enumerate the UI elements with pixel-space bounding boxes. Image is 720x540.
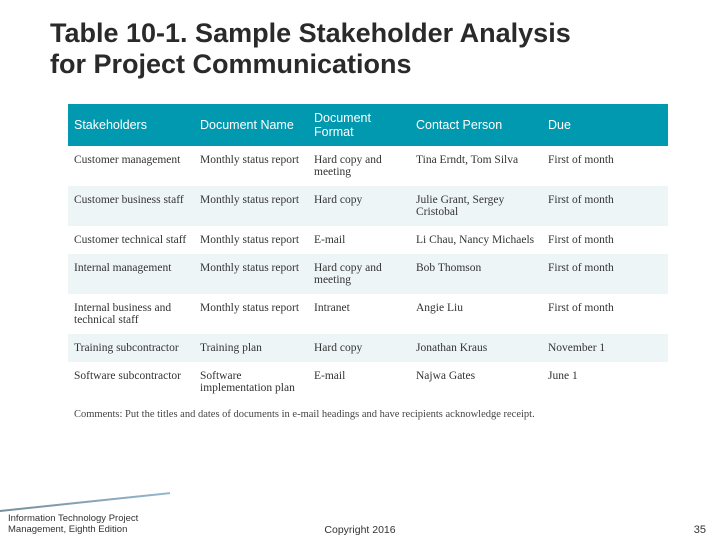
table-row: Customer managementMonthly status report… <box>68 146 668 186</box>
table-cell: Angie Liu <box>410 294 542 334</box>
footer-left-line-1: Information Technology Project <box>8 513 138 524</box>
table-cell: Training subcontractor <box>68 334 194 362</box>
col-due: Due <box>542 104 668 146</box>
footer-page-number: 35 <box>694 524 706 536</box>
col-stakeholders: Stakeholders <box>68 104 194 146</box>
stakeholder-table-wrap: Stakeholders Document Name Document Form… <box>68 104 668 428</box>
table-cell: Julie Grant, Sergey Cristobal <box>410 186 542 226</box>
table-cell: E-mail <box>308 226 410 254</box>
table-cell: Monthly status report <box>194 294 308 334</box>
table-row: Software subcontractorSoftware implement… <box>68 362 668 402</box>
table-cell: Hard copy <box>308 334 410 362</box>
table-cell: Monthly status report <box>194 226 308 254</box>
table-row: Training subcontractorTraining planHard … <box>68 334 668 362</box>
table-cell: Monthly status report <box>194 146 308 186</box>
table-comments: Comments: Put the titles and dates of do… <box>68 402 668 428</box>
slide: Table 10-1. Sample Stakeholder Analysis … <box>0 0 720 540</box>
col-document-name: Document Name <box>194 104 308 146</box>
title-line-1: Table 10-1. Sample Stakeholder Analysis <box>50 18 571 48</box>
footer-left: Information Technology Project Managemen… <box>8 514 138 536</box>
table-cell: Internal business and technical staff <box>68 294 194 334</box>
table-cell: Najwa Gates <box>410 362 542 402</box>
table-cell: Training plan <box>194 334 308 362</box>
table-row: Internal business and technical staffMon… <box>68 294 668 334</box>
table-cell: November 1 <box>542 334 668 362</box>
table-cell: Software subcontractor <box>68 362 194 402</box>
table-cell: Tina Erndt, Tom Silva <box>410 146 542 186</box>
footer-copyright: Copyright 2016 <box>324 524 395 536</box>
table-body: Customer managementMonthly status report… <box>68 146 668 402</box>
table-cell: Monthly status report <box>194 186 308 226</box>
stakeholder-table: Stakeholders Document Name Document Form… <box>68 104 668 402</box>
table-cell: First of month <box>542 294 668 334</box>
title-line-2: for Project Communications <box>50 49 412 79</box>
table-cell: Customer business staff <box>68 186 194 226</box>
footer-left-line-2: Management, Eighth Edition <box>8 524 127 535</box>
table-row: Internal managementMonthly status report… <box>68 254 668 294</box>
table-cell: E-mail <box>308 362 410 402</box>
table-cell: First of month <box>542 226 668 254</box>
table-cell: June 1 <box>542 362 668 402</box>
table-cell: Hard copy and meeting <box>308 146 410 186</box>
table-cell: Jonathan Kraus <box>410 334 542 362</box>
table-cell: Hard copy and meeting <box>308 254 410 294</box>
accent-decoration <box>0 492 170 512</box>
table-cell: First of month <box>542 186 668 226</box>
slide-title: Table 10-1. Sample Stakeholder Analysis … <box>50 18 700 80</box>
table-cell: First of month <box>542 254 668 294</box>
table-cell: Li Chau, Nancy Michaels <box>410 226 542 254</box>
table-cell: Internal management <box>68 254 194 294</box>
col-contact-person: Contact Person <box>410 104 542 146</box>
table-cell: Hard copy <box>308 186 410 226</box>
table-cell: Customer technical staff <box>68 226 194 254</box>
col-document-format: Document Format <box>308 104 410 146</box>
table-cell: Bob Thomson <box>410 254 542 294</box>
table-header-row: Stakeholders Document Name Document Form… <box>68 104 668 146</box>
table-cell: Software implementation plan <box>194 362 308 402</box>
table-row: Customer technical staffMonthly status r… <box>68 226 668 254</box>
table-cell: First of month <box>542 146 668 186</box>
table-cell: Monthly status report <box>194 254 308 294</box>
table-row: Customer business staffMonthly status re… <box>68 186 668 226</box>
table-cell: Intranet <box>308 294 410 334</box>
table-cell: Customer management <box>68 146 194 186</box>
